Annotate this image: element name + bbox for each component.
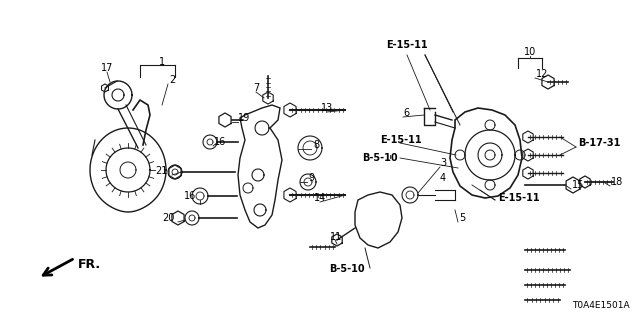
Text: 3: 3 xyxy=(440,158,446,168)
Text: E-15-11: E-15-11 xyxy=(380,135,422,145)
Text: 10: 10 xyxy=(524,47,536,57)
Text: 18: 18 xyxy=(611,177,623,187)
Text: 6: 6 xyxy=(403,108,409,118)
Text: 16: 16 xyxy=(214,137,227,147)
Text: 2: 2 xyxy=(169,75,175,85)
Text: B-17-31: B-17-31 xyxy=(578,138,620,148)
Text: B-5-10: B-5-10 xyxy=(329,264,365,274)
Text: 20: 20 xyxy=(162,213,174,223)
Text: E-15-11: E-15-11 xyxy=(498,193,540,203)
Text: T0A4E1501A: T0A4E1501A xyxy=(572,301,630,310)
Text: 8: 8 xyxy=(313,140,319,150)
Text: 14: 14 xyxy=(314,193,326,203)
Text: E-15-11: E-15-11 xyxy=(386,40,428,50)
Text: 19: 19 xyxy=(238,113,250,123)
Text: 7: 7 xyxy=(253,83,259,93)
Text: 11: 11 xyxy=(330,232,342,242)
Text: 4: 4 xyxy=(440,173,446,183)
Text: 16: 16 xyxy=(184,191,196,201)
Text: 12: 12 xyxy=(536,69,548,79)
Text: 13: 13 xyxy=(321,103,333,113)
Text: 1: 1 xyxy=(159,57,165,67)
Text: 5: 5 xyxy=(459,213,465,223)
Text: 9: 9 xyxy=(308,173,314,183)
Text: 15: 15 xyxy=(572,180,584,190)
Text: 21: 21 xyxy=(155,166,168,176)
Text: FR.: FR. xyxy=(78,259,101,271)
Text: B-5-10: B-5-10 xyxy=(362,153,397,163)
Text: 17: 17 xyxy=(101,63,113,73)
